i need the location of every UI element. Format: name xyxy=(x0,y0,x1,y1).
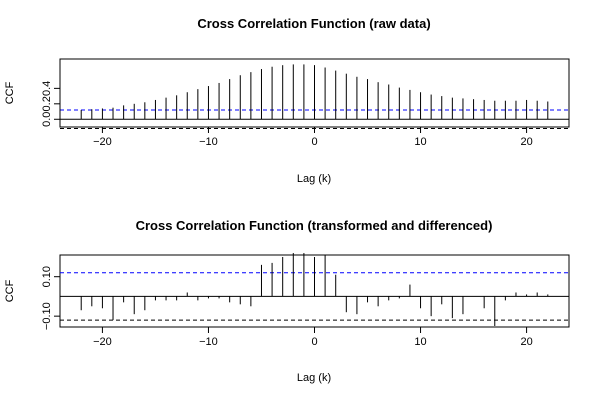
y-tick-label: 0.0 xyxy=(41,112,53,127)
chart-title: Cross Correlation Function (raw data) xyxy=(197,16,430,31)
x-tick-label: 0 xyxy=(311,336,317,348)
y-tick-label: −0.10 xyxy=(41,302,53,330)
x-axis-label: Lag (k) xyxy=(297,173,331,185)
x-tick-label: 20 xyxy=(520,136,532,148)
x-tick-label: 10 xyxy=(414,336,426,348)
bar-marks xyxy=(60,253,569,327)
y-axis: −0.10 0.10 xyxy=(41,266,61,330)
y-tick-label: 0.4 xyxy=(41,81,53,96)
x-axis-label: Lag (k) xyxy=(297,372,331,384)
bar-marks xyxy=(60,64,569,130)
x-axis: −20 −10 0 10 20 xyxy=(93,126,533,148)
y-tick-label: 0.10 xyxy=(41,266,53,287)
chart-title: Cross Correlation Function (transformed … xyxy=(136,218,493,233)
y-axis-label: CCF xyxy=(4,279,16,302)
x-tick-label: −10 xyxy=(199,336,218,348)
x-tick-label: 0 xyxy=(311,136,317,148)
x-tick-label: −20 xyxy=(93,336,112,348)
y-axis: 0.00.20.4 xyxy=(41,81,61,127)
x-tick-label: 10 xyxy=(414,136,426,148)
panel-transformed: Cross Correlation Function (transformed … xyxy=(4,218,570,384)
x-tick-label: 20 xyxy=(520,336,532,348)
x-tick-label: −10 xyxy=(199,136,218,148)
panel-raw: Cross Correlation Function (raw data) −2… xyxy=(4,16,570,185)
y-axis-label: CCF xyxy=(4,81,16,104)
y-tick-label: 0.2 xyxy=(41,96,53,111)
x-tick-label: −20 xyxy=(93,136,112,148)
x-axis: −20 −10 0 10 20 xyxy=(93,326,533,348)
